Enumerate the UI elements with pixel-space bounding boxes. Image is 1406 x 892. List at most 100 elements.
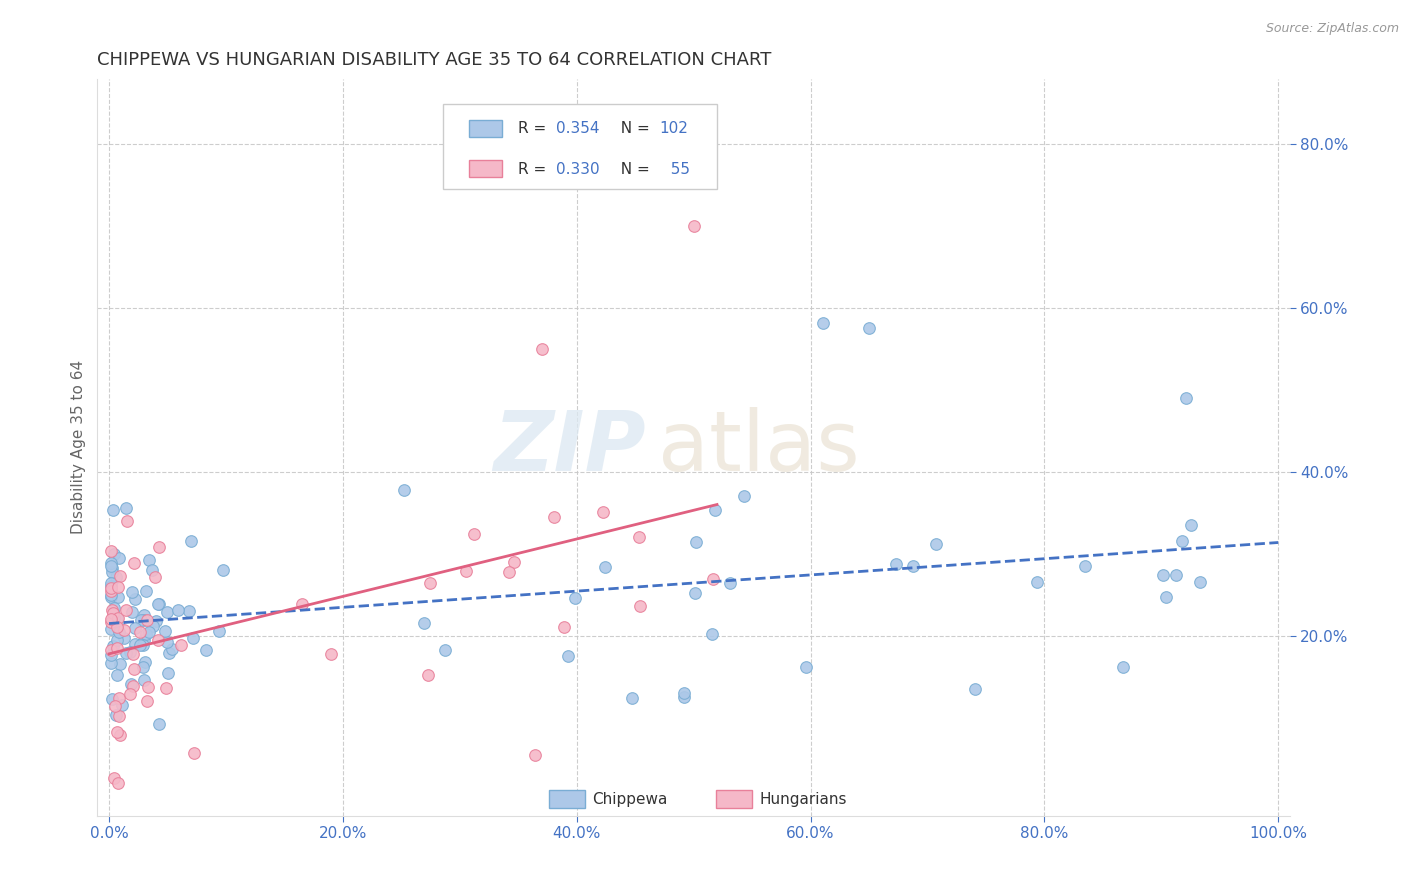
- Point: [672, 690, 695, 705]
- Point: [884, 557, 907, 571]
- Text: N =: N =: [612, 121, 655, 136]
- Point: [145, 614, 167, 628]
- Point: [100, 558, 122, 573]
- Point: [121, 585, 143, 599]
- Point: [135, 694, 157, 708]
- Point: [181, 631, 204, 645]
- Point: [122, 556, 145, 570]
- Point: [166, 603, 188, 617]
- Point: [100, 591, 122, 605]
- Point: [124, 622, 146, 636]
- Point: [124, 591, 146, 606]
- Point: [564, 591, 586, 605]
- Point: [592, 505, 614, 519]
- Point: [107, 668, 129, 682]
- Point: [153, 624, 176, 639]
- Point: [100, 615, 122, 629]
- Point: [134, 656, 156, 670]
- Text: R =: R =: [519, 161, 551, 177]
- Point: [319, 647, 342, 661]
- Point: [100, 575, 122, 590]
- Point: [121, 679, 143, 693]
- Text: 0.354: 0.354: [557, 121, 600, 136]
- FancyBboxPatch shape: [550, 790, 585, 808]
- Point: [463, 527, 485, 541]
- Point: [107, 708, 129, 723]
- Point: [557, 649, 579, 664]
- Point: [134, 632, 156, 647]
- FancyBboxPatch shape: [470, 161, 502, 178]
- Point: [685, 535, 707, 549]
- Point: [122, 661, 145, 675]
- Point: [101, 639, 124, 653]
- Point: [1171, 533, 1194, 548]
- Point: [148, 597, 170, 611]
- Point: [100, 544, 122, 558]
- Text: 0.330: 0.330: [557, 161, 600, 177]
- Point: [682, 219, 704, 233]
- Point: [1180, 518, 1202, 533]
- Point: [132, 638, 155, 652]
- Point: [156, 605, 179, 619]
- Point: [530, 342, 553, 356]
- Point: [963, 681, 986, 696]
- Point: [1074, 559, 1097, 574]
- Point: [702, 572, 724, 586]
- Point: [124, 637, 146, 651]
- Point: [103, 606, 125, 620]
- Point: [107, 611, 129, 625]
- Point: [138, 625, 160, 640]
- Point: [107, 551, 129, 566]
- Point: [112, 623, 135, 637]
- Text: Hungarians: Hungarians: [759, 792, 846, 807]
- Point: [523, 747, 546, 762]
- Point: [1025, 575, 1047, 590]
- Text: atlas: atlas: [658, 407, 859, 488]
- Point: [104, 708, 127, 723]
- Point: [1112, 660, 1135, 674]
- Text: N =: N =: [612, 161, 655, 177]
- Point: [148, 540, 170, 554]
- Point: [121, 605, 143, 619]
- Point: [132, 608, 155, 623]
- Point: [179, 604, 201, 618]
- Point: [155, 681, 177, 695]
- Point: [108, 657, 131, 672]
- Point: [100, 648, 122, 662]
- Point: [115, 501, 138, 516]
- Text: R =: R =: [519, 121, 551, 136]
- Point: [115, 514, 138, 528]
- Point: [134, 613, 156, 627]
- Point: [1154, 590, 1177, 604]
- Point: [593, 559, 616, 574]
- Point: [129, 613, 152, 627]
- Point: [628, 530, 651, 544]
- Point: [434, 643, 457, 657]
- FancyBboxPatch shape: [443, 104, 717, 189]
- Point: [134, 673, 156, 688]
- Point: [129, 638, 152, 652]
- Point: [105, 611, 128, 625]
- Point: [418, 576, 440, 591]
- Point: [138, 553, 160, 567]
- Point: [100, 622, 122, 636]
- Point: [120, 688, 142, 702]
- Point: [105, 640, 128, 655]
- Point: [702, 627, 724, 641]
- Point: [103, 601, 125, 615]
- Point: [924, 536, 946, 550]
- Point: [291, 597, 314, 611]
- Point: [114, 646, 136, 660]
- Point: [160, 641, 183, 656]
- Point: [208, 624, 231, 639]
- Point: [183, 747, 205, 761]
- Point: [156, 635, 179, 649]
- Point: [100, 612, 122, 626]
- Point: [135, 627, 157, 641]
- Y-axis label: Disability Age 35 to 64: Disability Age 35 to 64: [72, 360, 86, 534]
- Point: [543, 510, 565, 524]
- Point: [104, 698, 127, 713]
- Text: CHIPPEWA VS HUNGARIAN DISABILITY AGE 35 TO 64 CORRELATION CHART: CHIPPEWA VS HUNGARIAN DISABILITY AGE 35 …: [97, 51, 772, 69]
- Point: [115, 603, 138, 617]
- Point: [703, 502, 725, 516]
